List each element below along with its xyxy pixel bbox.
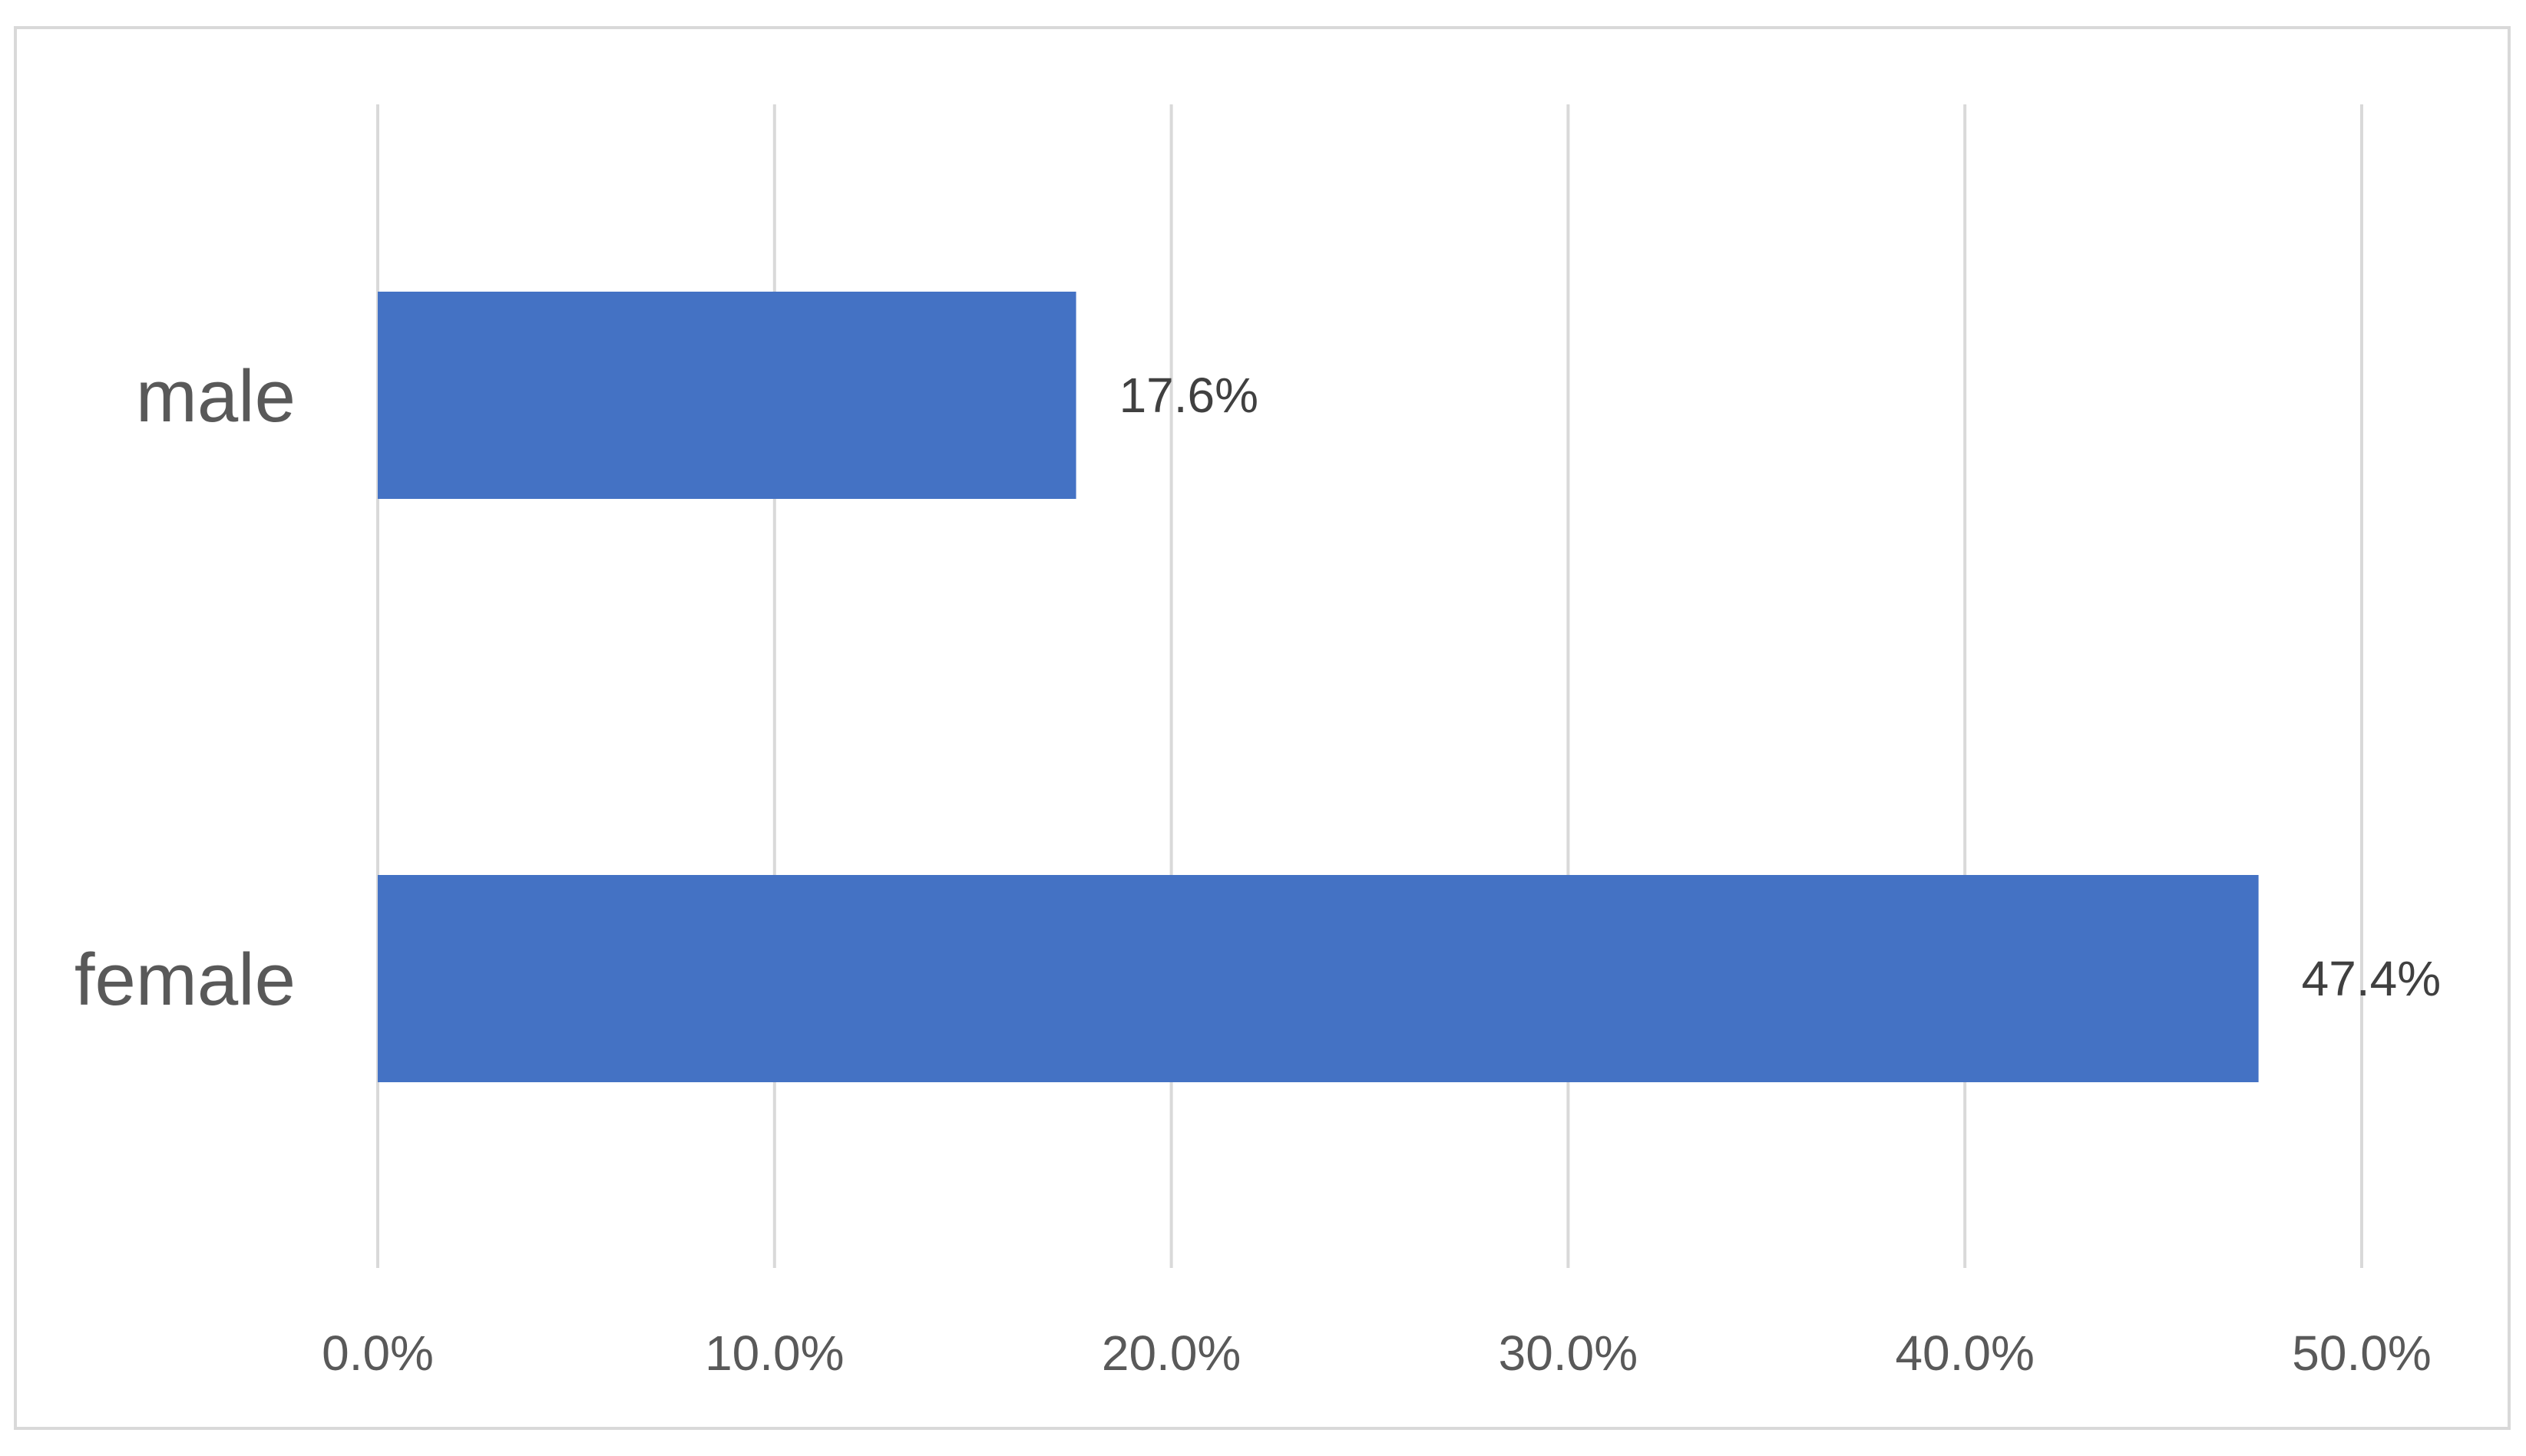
x-tick-label: 40.0% xyxy=(1895,1326,2034,1381)
x-tick-label: 10.0% xyxy=(705,1326,844,1381)
labels: male 17.6% female 47.4% xyxy=(74,355,2441,1021)
data-label-male: 17.6% xyxy=(1119,368,1258,423)
data-label-female: 47.4% xyxy=(2302,951,2441,1006)
bars xyxy=(378,292,2259,1082)
x-tick-label: 0.0% xyxy=(322,1326,434,1381)
category-label-male: male xyxy=(136,355,296,437)
bar-female xyxy=(378,875,2259,1082)
category-label-female: female xyxy=(74,939,296,1021)
x-tick-label: 20.0% xyxy=(1102,1326,1241,1381)
chart-frame xyxy=(14,26,2511,1430)
x-axis-ticks: 0.0% 10.0% 20.0% 30.0% 40.0% 50.0% xyxy=(322,1326,2432,1381)
x-tick-label: 50.0% xyxy=(2292,1326,2431,1381)
x-tick-label: 30.0% xyxy=(1499,1326,1638,1381)
gridlines xyxy=(376,104,2363,1268)
bar-male xyxy=(378,292,1076,499)
